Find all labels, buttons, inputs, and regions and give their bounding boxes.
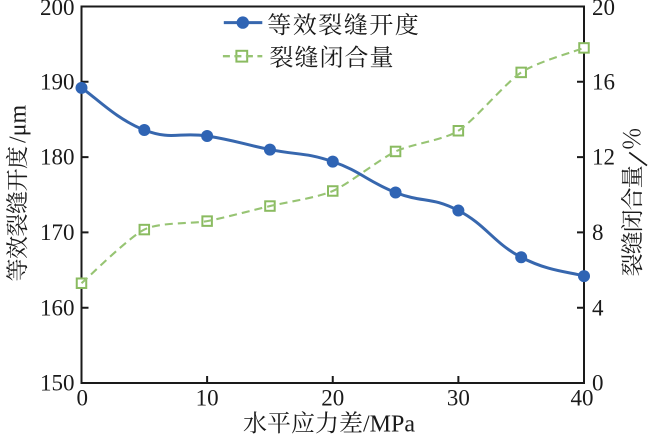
- svg-text:150: 150: [40, 371, 75, 396]
- svg-text:/μm: /μm: [5, 104, 31, 143]
- svg-text:30: 30: [447, 386, 470, 411]
- svg-text:170: 170: [40, 220, 75, 245]
- svg-text:16: 16: [592, 69, 615, 94]
- svg-text:180: 180: [40, 145, 75, 170]
- svg-text:4: 4: [592, 295, 604, 320]
- svg-text:8: 8: [592, 220, 604, 245]
- svg-text:12: 12: [592, 145, 615, 170]
- svg-text:190: 190: [40, 69, 75, 94]
- svg-text:/MPa: /MPa: [363, 412, 415, 437]
- svg-text:20: 20: [592, 0, 615, 20]
- svg-text:200: 200: [40, 0, 75, 20]
- svg-text:20: 20: [321, 386, 344, 411]
- svg-text:40: 40: [571, 386, 594, 411]
- svg-text:0: 0: [77, 386, 89, 411]
- svg-text:0: 0: [592, 371, 604, 396]
- svg-text:160: 160: [40, 295, 75, 320]
- svg-text:10: 10: [196, 386, 219, 411]
